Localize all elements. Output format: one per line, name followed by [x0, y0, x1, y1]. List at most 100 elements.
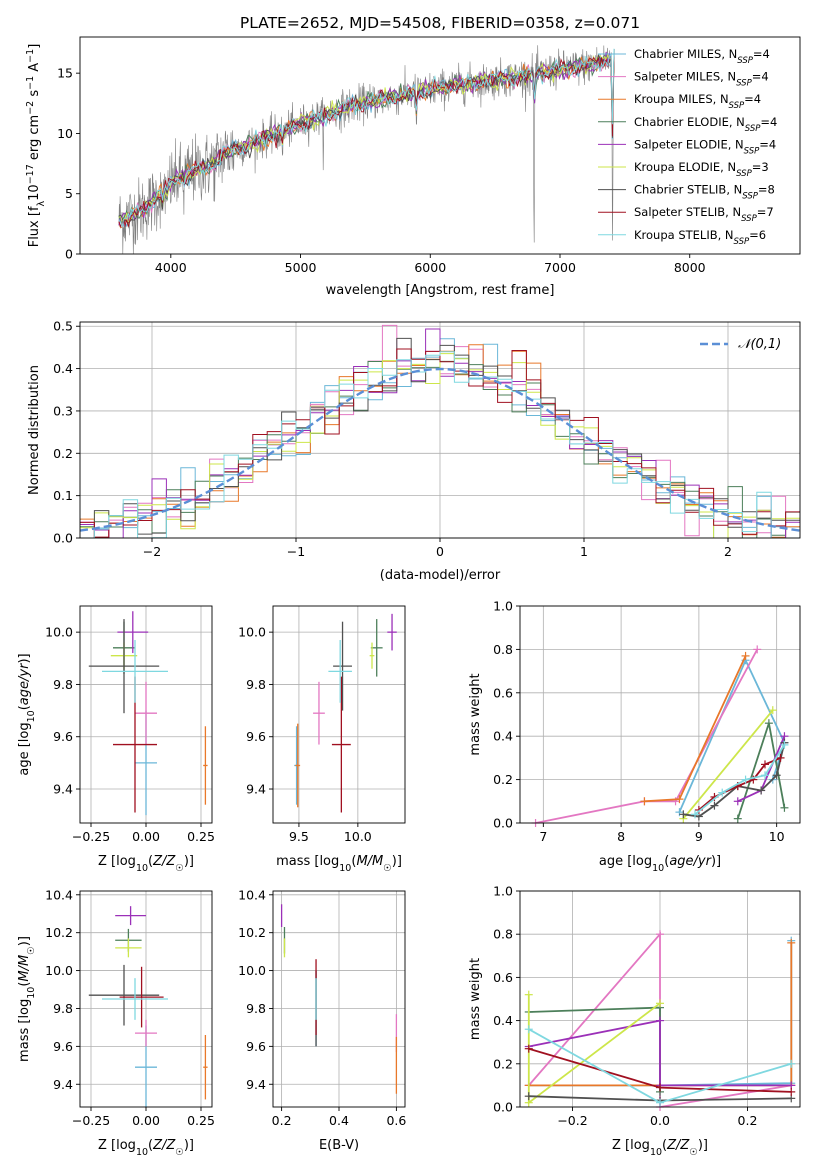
y-tick-label: 0.4 — [493, 729, 513, 744]
weight-series-line — [682, 709, 774, 820]
x-tick-label: 9 — [695, 829, 703, 844]
y-tick-label: 0.1 — [53, 488, 73, 503]
weight-series-line — [528, 1019, 792, 1087]
y-tick-label: 9.8 — [53, 1001, 73, 1016]
x-tick-label: 7000 — [544, 260, 576, 275]
y-tick-label: 10 — [57, 126, 73, 141]
x-tick-label: 8000 — [674, 260, 706, 275]
residual-panel: −2 −1 0 1 2 0.0 0.1 0.2 0.3 0.4 0.5 (data-model)/er… — [27, 319, 801, 583]
y-tick-label: 10.4 — [238, 887, 266, 902]
x-tick-label: 0.6 — [386, 1113, 406, 1128]
spectrum-model-line — [118, 51, 615, 226]
weight-series-line — [678, 658, 786, 813]
weight-vs-age-panel: 7 8 9 10 0.0 0.2 0.4 0.6 0.8 1.0 age [log10(age/yr… — [468, 599, 801, 874]
x-tick-label: 0.00 — [132, 829, 160, 844]
plot-frame — [272, 605, 406, 824]
x-tick-label: 7 — [539, 829, 547, 844]
legend-label: 𝒩(0,1) — [738, 337, 781, 352]
mass-vs-Z-panel: −0.25 0.00 0.25 9.4 9.6 9.8 10.0 10.2 10.4 Z [log… — [17, 887, 215, 1157]
y-tick-label: 5 — [65, 186, 73, 201]
y-axis-label: mass weight — [468, 958, 483, 1040]
spectrum-model-line — [118, 55, 615, 229]
legend-label: Kroupa ELODIE, NSSP=3 — [634, 160, 769, 179]
legend-label: Kroupa MILES, NSSP=4 — [634, 92, 761, 111]
plot-frame — [519, 605, 801, 824]
legend-label: Salpeter STELIB, NSSP=7 — [634, 205, 774, 224]
x-axis-label: Z [log10(Z/Z☉)] — [612, 1138, 708, 1158]
y-tick-label: 10.4 — [45, 887, 73, 902]
y-tick-label: 10.0 — [45, 963, 73, 978]
x-tick-label: −2 — [143, 544, 161, 559]
y-axis-label: Flux [fλ10−17 erg cm−2 s−1 A−1] — [25, 44, 47, 248]
y-tick-label: 0.2 — [493, 772, 513, 787]
x-tick-label: 8 — [617, 829, 625, 844]
y-tick-label: 9.4 — [246, 782, 266, 797]
age-vs-mass-panel: 9.5 10.0 9.4 9.6 9.8 10.0 mass [log10(M/M☉)] — [238, 605, 406, 874]
y-tick-label: 1.0 — [493, 884, 513, 899]
y-tick-label: 0.0 — [493, 1100, 513, 1115]
x-tick-label: −0.25 — [72, 829, 110, 844]
plot-frame — [79, 321, 801, 539]
y-tick-label: 9.6 — [246, 729, 266, 744]
spectrum-model-line — [118, 54, 615, 228]
legend-label: Chabrier MILES, NSSP=4 — [634, 47, 770, 66]
plot-frame — [79, 890, 213, 1108]
y-tick-label: 0.5 — [53, 319, 73, 334]
x-tick-label: 2 — [724, 544, 732, 559]
y-axis-label: Normed distribution — [27, 365, 42, 495]
spectrum-model-line — [118, 54, 615, 228]
spectrum-model-line — [118, 48, 615, 229]
x-tick-label: −0.2 — [557, 1113, 587, 1128]
legend-label: Salpeter ELODIE, NSSP=4 — [634, 137, 776, 156]
y-tick-label: 0.4 — [53, 361, 73, 376]
histogram-step-line — [80, 351, 800, 538]
x-axis-label: Z [log10(Z/Z☉)] — [98, 854, 194, 874]
x-tick-label: 0.25 — [187, 1113, 215, 1128]
weight-vs-Z-panel: −0.2 0.0 0.2 0.0 0.2 0.4 0.6 0.8 1.0 Z [log10(Z/Z… — [468, 884, 801, 1158]
y-tick-label: 0.6 — [493, 970, 513, 985]
weight-series-line — [535, 648, 758, 823]
x-axis-label: (data-model)/error — [380, 568, 501, 583]
x-tick-label: 9.5 — [289, 829, 309, 844]
x-tick-label: 1 — [580, 544, 588, 559]
y-tick-label: 0.8 — [493, 642, 513, 657]
y-tick-label: 0.0 — [493, 816, 513, 831]
y-tick-label: 10.2 — [238, 925, 266, 940]
legend-label: Kroupa STELIB, NSSP=6 — [634, 228, 766, 247]
x-tick-label: 10 — [769, 829, 785, 844]
y-tick-label: 0.3 — [53, 403, 73, 418]
x-tick-label: 0.00 — [132, 1113, 160, 1128]
plot-frame — [79, 36, 801, 255]
x-tick-label: 0.0 — [650, 1113, 670, 1128]
spectrum-model-line — [118, 54, 615, 223]
spectrum-legend: Chabrier MILES, NSSP=4 Salpeter MILES, NS… — [598, 47, 777, 247]
y-tick-label: 0.6 — [493, 685, 513, 700]
y-tick-label: 10.2 — [45, 925, 73, 940]
legend-label: Chabrier ELODIE, NSSP=4 — [634, 115, 777, 134]
figure-title: PLATE=2652, MJD=54508, FIBERID=0358, z=0… — [240, 14, 640, 32]
x-tick-label: 0 — [436, 544, 444, 559]
y-tick-label: 1.0 — [493, 599, 513, 614]
x-tick-label: −0.25 — [72, 1113, 110, 1128]
y-tick-label: 10.0 — [45, 625, 73, 640]
y-tick-label: 9.4 — [246, 1077, 266, 1092]
plot-frame — [272, 890, 406, 1108]
y-tick-label: 9.4 — [53, 782, 73, 797]
y-tick-label: 0 — [65, 247, 73, 262]
y-axis-label: mass weight — [468, 673, 483, 755]
y-tick-label: 0.2 — [493, 1056, 513, 1071]
x-tick-label: 0.25 — [187, 829, 215, 844]
y-tick-label: 9.8 — [246, 1001, 266, 1016]
y-tick-label: 0.2 — [53, 446, 73, 461]
y-tick-label: 0.0 — [53, 531, 73, 546]
age-vs-Z-panel: −0.25 0.00 0.25 9.4 9.6 9.8 10.0 Z [log10(Z/Z☉)… — [17, 605, 215, 874]
y-tick-label: 9.6 — [53, 1039, 73, 1054]
x-tick-label: 10.0 — [344, 829, 372, 844]
y-axis-label: mass [log10(M/M☉)] — [17, 936, 37, 1062]
x-tick-label: 0.2 — [738, 1113, 758, 1128]
y-tick-label: 9.6 — [246, 1039, 266, 1054]
histogram-step-line — [80, 348, 800, 538]
spectrum-panel: 4000 5000 6000 7000 8000 0 5 10 15 wavelength [An… — [25, 36, 801, 298]
x-axis-label: mass [log10(M/M☉)] — [276, 854, 402, 874]
